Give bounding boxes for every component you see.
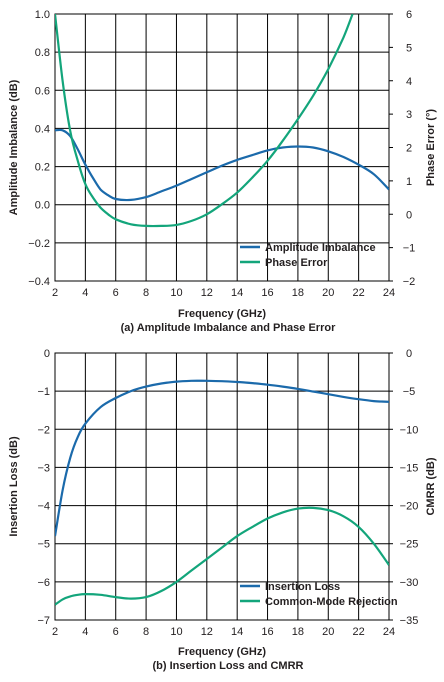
y2-tick-label: −15 bbox=[400, 462, 419, 474]
x-tick-label: 8 bbox=[143, 287, 149, 299]
x-tick-label: 6 bbox=[113, 287, 119, 299]
y2-tick-label: −35 bbox=[400, 615, 419, 627]
legend-label-common-mode-rejection: Common-Mode Rejection bbox=[265, 596, 398, 608]
y-tick-label: −2 bbox=[37, 424, 50, 436]
y-tick-label: −4 bbox=[37, 501, 50, 513]
series-line-common-mode-rejection bbox=[55, 506, 389, 606]
x-tick-label: 4 bbox=[82, 287, 88, 299]
chart-caption: (a) Amplitude Imbalance and Phase Error bbox=[121, 322, 336, 334]
y2-tick-label: 4 bbox=[406, 76, 412, 88]
legend-label-insertion-loss: Insertion Loss bbox=[265, 581, 340, 593]
y2-tick-label: −10 bbox=[400, 424, 419, 436]
x-tick-label: 20 bbox=[322, 287, 334, 299]
x-tick-label: 18 bbox=[292, 287, 304, 299]
x-tick-label: 24 bbox=[383, 626, 395, 638]
x-tick-label: 14 bbox=[231, 626, 243, 638]
y-axis-label: Amplitude Imbalance (dB) bbox=[8, 79, 20, 215]
x-tick-label: 12 bbox=[201, 287, 213, 299]
plot-frame bbox=[54, 13, 390, 282]
x-axis-label: Frequency (GHz) bbox=[178, 308, 266, 320]
y-tick-label: 1.0 bbox=[35, 9, 50, 21]
x-tick-label: 18 bbox=[292, 626, 304, 638]
x-tick-label: 24 bbox=[383, 287, 395, 299]
x-tick-label: 6 bbox=[113, 626, 119, 638]
plot-frame bbox=[54, 352, 390, 621]
y-tick-label: 0.6 bbox=[35, 85, 50, 97]
y2-tick-label: −30 bbox=[400, 577, 419, 589]
x-tick-label: 2 bbox=[52, 287, 58, 299]
x-tick-label: 16 bbox=[261, 287, 273, 299]
y2-tick-label: −25 bbox=[400, 539, 419, 551]
x-tick-label: 22 bbox=[353, 287, 365, 299]
x-tick-label: 20 bbox=[322, 626, 334, 638]
series-line-amplitude-imbalance bbox=[55, 128, 389, 202]
y2-axis-label: Phase Error (°) bbox=[425, 109, 437, 186]
y2-axis-label: CMRR (dB) bbox=[425, 457, 437, 515]
y2-tick-label: 0 bbox=[406, 209, 412, 221]
y-tick-label: 0.8 bbox=[35, 47, 50, 59]
y2-tick-label: 0 bbox=[406, 348, 412, 360]
y-tick-label: −6 bbox=[37, 577, 50, 589]
y-tick-label: 0.4 bbox=[35, 123, 50, 135]
chart-caption: (b) Insertion Loss and CMRR bbox=[153, 660, 304, 672]
legend-label-phase-error: Phase Error bbox=[265, 257, 328, 269]
series-line-insertion-loss bbox=[55, 379, 389, 537]
x-tick-label: 10 bbox=[170, 626, 182, 638]
series-line-phase-error bbox=[55, 14, 354, 228]
x-axis-label: Frequency (GHz) bbox=[178, 646, 266, 658]
x-tick-label: 4 bbox=[82, 626, 88, 638]
y-tick-label: 0 bbox=[44, 348, 50, 360]
y2-tick-label: 3 bbox=[406, 109, 412, 121]
y2-tick-label: −1 bbox=[403, 243, 416, 255]
y-tick-label: −0.2 bbox=[28, 238, 50, 250]
y-tick-label: 0.0 bbox=[35, 200, 50, 212]
legend-label-amplitude-imbalance: Amplitude Imbalance bbox=[265, 242, 376, 254]
x-tick-label: 12 bbox=[201, 626, 213, 638]
x-tick-label: 8 bbox=[143, 626, 149, 638]
x-tick-label: 14 bbox=[231, 287, 243, 299]
x-tick-label: 22 bbox=[353, 626, 365, 638]
y2-tick-label: −20 bbox=[400, 501, 419, 513]
x-tick-label: 2 bbox=[52, 626, 58, 638]
y-tick-label: −0.4 bbox=[28, 276, 50, 288]
y2-tick-label: 1 bbox=[406, 176, 412, 188]
y-tick-label: −7 bbox=[37, 615, 50, 627]
y2-tick-label: 5 bbox=[406, 42, 412, 54]
y-tick-label: −5 bbox=[37, 539, 50, 551]
y-tick-label: −1 bbox=[37, 386, 50, 398]
y-axis-label: Insertion Loss (dB) bbox=[8, 436, 20, 537]
x-tick-label: 10 bbox=[170, 287, 182, 299]
y-tick-label: −3 bbox=[37, 462, 50, 474]
y2-tick-label: −2 bbox=[403, 276, 416, 288]
y2-tick-label: −5 bbox=[403, 386, 416, 398]
x-tick-label: 16 bbox=[261, 626, 273, 638]
y2-tick-label: 2 bbox=[406, 143, 412, 155]
y2-tick-label: 6 bbox=[406, 9, 412, 21]
y-tick-label: 0.2 bbox=[35, 162, 50, 174]
